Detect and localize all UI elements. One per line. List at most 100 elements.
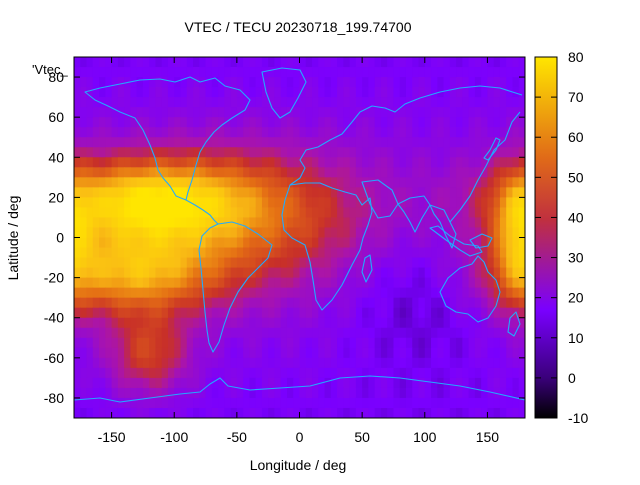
heatmap-cell	[243, 377, 250, 389]
heatmap-cell	[456, 297, 463, 309]
heatmap-cell	[243, 367, 250, 379]
heatmap-cell	[255, 407, 263, 418]
heatmap-cell	[424, 87, 432, 98]
heatmap-cell	[349, 217, 357, 229]
heatmap-cell	[236, 277, 244, 289]
heatmap-cell	[424, 357, 432, 369]
heatmap-cell	[142, 327, 150, 339]
heatmap-cell	[167, 197, 175, 209]
heatmap-cell	[493, 87, 501, 98]
heatmap-cell	[280, 217, 288, 229]
heatmap-cell	[512, 237, 520, 249]
heatmap-cell	[205, 77, 213, 88]
heatmap-cell	[330, 317, 338, 329]
heatmap-cell	[443, 337, 451, 349]
heatmap-cell	[399, 87, 407, 98]
heatmap-cell	[99, 167, 106, 178]
heatmap-cell	[474, 287, 482, 299]
heatmap-cell	[355, 197, 363, 209]
heatmap-cell	[224, 327, 232, 339]
heatmap-cell	[155, 407, 163, 418]
heatmap-cell	[518, 257, 525, 269]
heatmap-cell	[199, 177, 207, 188]
heatmap-cell	[431, 347, 438, 359]
heatmap-cell	[92, 397, 100, 409]
heatmap-cell	[512, 177, 520, 188]
heatmap-cell	[255, 277, 263, 289]
heatmap-cell	[493, 317, 501, 329]
heatmap-cell	[518, 197, 525, 209]
heatmap-cell	[186, 87, 194, 98]
heatmap-cell	[142, 127, 150, 138]
heatmap-cell	[155, 67, 163, 78]
heatmap-cell	[124, 257, 131, 269]
heatmap-cell	[236, 337, 244, 349]
heatmap-cell	[224, 177, 232, 188]
heatmap-cell	[161, 347, 169, 359]
heatmap-cell	[468, 397, 476, 409]
heatmap-cell	[142, 307, 150, 319]
heatmap-cell	[449, 287, 457, 299]
heatmap-cell	[142, 157, 150, 168]
heatmap-cell	[474, 367, 482, 379]
heatmap-cell	[349, 387, 357, 399]
y-tick-label: -20	[44, 270, 64, 286]
heatmap-cell	[268, 337, 276, 349]
heatmap-cell	[431, 67, 438, 78]
heatmap-cell	[261, 217, 269, 229]
heatmap-cell	[280, 227, 288, 239]
heatmap-cell	[468, 117, 476, 128]
heatmap-cell	[299, 317, 307, 329]
heatmap-cell	[286, 327, 294, 339]
heatmap-cell	[487, 137, 495, 148]
heatmap-cell	[180, 107, 188, 118]
heatmap-cell	[180, 397, 188, 409]
heatmap-cell	[393, 77, 401, 88]
heatmap-cell	[405, 147, 413, 158]
heatmap-cell	[293, 377, 301, 389]
heatmap-cell	[268, 77, 276, 88]
heatmap-cell	[305, 197, 313, 209]
heatmap-cell	[293, 307, 301, 319]
heatmap-cell	[111, 137, 119, 148]
heatmap-cell	[305, 247, 313, 259]
heatmap-cell	[518, 107, 525, 118]
heatmap-cell	[174, 257, 182, 269]
heatmap-cell	[418, 217, 426, 229]
heatmap-cell	[299, 87, 307, 98]
x-tick-label: 150	[476, 429, 500, 445]
heatmap-cell	[349, 77, 357, 88]
heatmap-cell	[349, 167, 357, 178]
heatmap-cell	[130, 407, 138, 418]
heatmap-cell	[130, 317, 138, 329]
heatmap-cell	[193, 107, 200, 118]
heatmap-cell	[393, 217, 401, 229]
heatmap-cell	[280, 97, 288, 108]
heatmap-cell	[368, 77, 376, 88]
heatmap-cell	[487, 107, 495, 118]
coastline-europe	[289, 85, 523, 186]
heatmap-cell	[374, 277, 382, 289]
heatmap-cell	[318, 247, 326, 259]
heatmap-cell	[186, 117, 194, 128]
heatmap-cell	[499, 187, 507, 198]
heatmap-cell	[167, 177, 175, 188]
heatmap-cell	[330, 257, 338, 269]
heatmap-cell	[387, 347, 395, 359]
heatmap-cell	[224, 397, 232, 409]
heatmap-cell	[462, 217, 470, 229]
heatmap-cell	[167, 267, 175, 279]
heatmap-cell	[243, 97, 250, 108]
heatmap-cell	[431, 117, 438, 128]
heatmap-cell	[105, 247, 113, 259]
heatmap-cell	[86, 227, 94, 239]
heatmap-cell	[462, 87, 470, 98]
heatmap-cell	[230, 187, 238, 198]
heatmap-cell	[443, 317, 451, 329]
heatmap-cell	[186, 187, 194, 198]
heatmap-cell	[249, 297, 257, 309]
heatmap-cell	[211, 147, 219, 158]
heatmap-cell	[305, 287, 313, 299]
heatmap-cell	[236, 177, 244, 188]
heatmap-cell	[374, 357, 382, 369]
